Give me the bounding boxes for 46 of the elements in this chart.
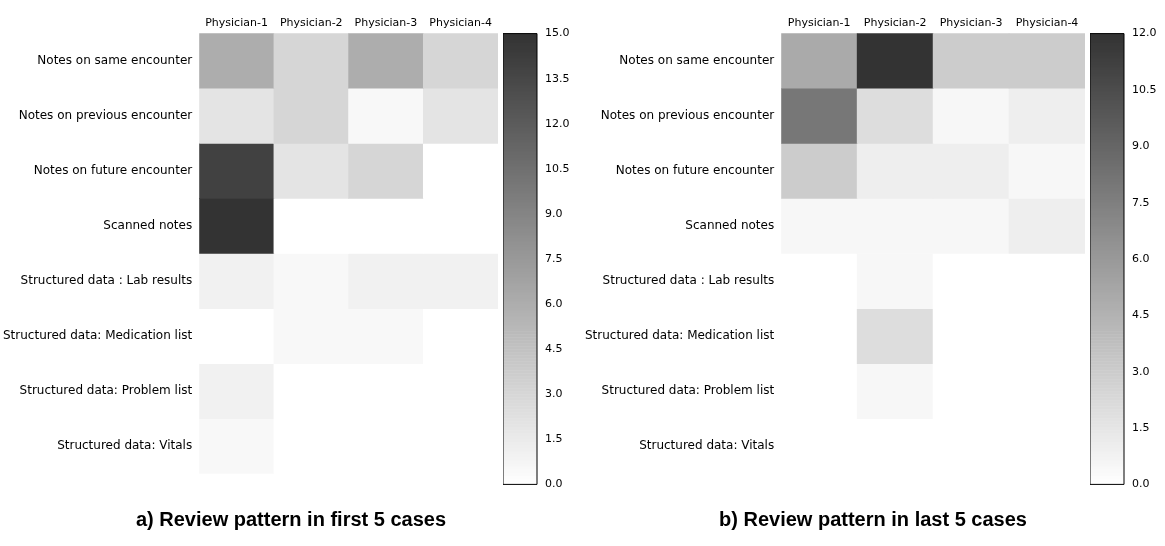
color-bar-label: 7.5 <box>545 251 563 265</box>
color-bar-label: 10.5 <box>545 161 570 175</box>
y-tick-label: Notes on same encounter <box>37 52 193 67</box>
color-bar-label: 4.5 <box>1132 308 1150 322</box>
color-bar-label: 13.5 <box>545 71 570 85</box>
y-tick-label: Structured data: Problem list <box>601 383 775 398</box>
text: b) Review pattern in last 5 cases <box>718 508 1028 531</box>
y-tick-label: Structured data: Medication list <box>2 328 193 343</box>
color-bar-label: 15.0 <box>545 26 570 40</box>
color-bar-label: 10.5 <box>1132 82 1157 96</box>
x-tick-label: Physician-4 <box>429 16 492 30</box>
y-tick-label: Structured data: Vitals <box>57 438 193 453</box>
color-bar-label: 0.0 <box>1132 477 1150 491</box>
y-tick-label: Structured data : Lab results <box>20 273 193 288</box>
color-bar-label: 12.0 <box>545 116 570 130</box>
y-tick-label: Notes on previous encounter <box>600 107 775 122</box>
color-bar-label: 9.0 <box>1132 139 1150 153</box>
color-bar-label: 9.0 <box>545 206 563 220</box>
y-tick-label: Scanned notes <box>103 218 193 233</box>
x-tick-label: Physician-1 <box>205 16 268 30</box>
y-tick-label: Notes on future encounter <box>33 163 193 178</box>
y-tick-label: Notes on future encounter <box>615 163 775 178</box>
x-tick-label: Physician-3 <box>939 16 1003 30</box>
x-tick-label: Physician-4 <box>1015 16 1079 30</box>
color-bar-label: 1.5 <box>1132 420 1150 434</box>
color-bar-label: 6.0 <box>1132 251 1150 265</box>
color-bar-label: 1.5 <box>545 432 563 446</box>
x-tick-label: Physician-2 <box>863 16 927 30</box>
y-tick-label: Notes on previous encounter <box>18 107 193 122</box>
y-tick-label: Structured data: Medication list <box>584 328 775 343</box>
x-tick-label: Physician-2 <box>279 16 343 30</box>
color-bar-label: 0.0 <box>545 477 563 491</box>
color-bar-label: 6.0 <box>545 296 563 310</box>
x-tick-label: Physician-3 <box>354 16 418 30</box>
color-bar-label: 3.0 <box>1132 364 1150 378</box>
color-bar-label: 7.5 <box>1132 195 1150 209</box>
x-tick-label: Physician-1 <box>787 16 851 30</box>
color-bar-label: 12.0 <box>1132 26 1157 40</box>
y-tick-label: Structured data: Vitals <box>639 438 775 453</box>
color-bar-label: 4.5 <box>545 342 563 356</box>
y-tick-label: Scanned notes <box>685 218 775 233</box>
color-bar-label: 3.0 <box>545 387 563 401</box>
y-tick-label: Notes on same encounter <box>619 52 775 67</box>
text: a) Review pattern in first 5 cases <box>134 508 448 531</box>
y-tick-label: Structured data : Lab results <box>602 273 775 288</box>
y-tick-label: Structured data: Problem list <box>19 383 193 398</box>
